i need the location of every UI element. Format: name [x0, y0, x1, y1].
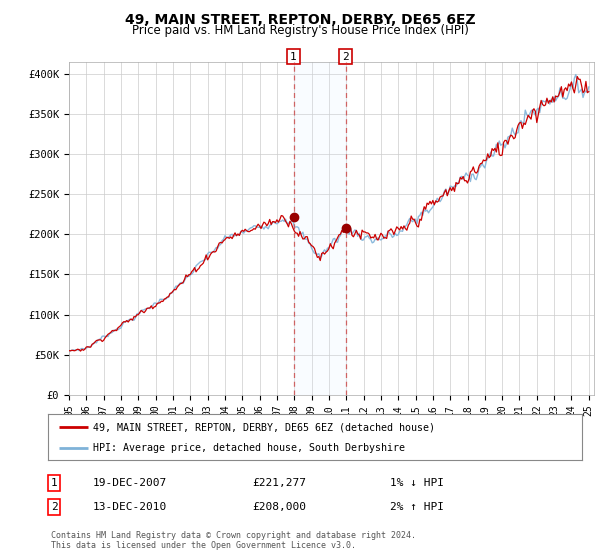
Text: 49, MAIN STREET, REPTON, DERBY, DE65 6EZ (detached house): 49, MAIN STREET, REPTON, DERBY, DE65 6EZ…: [94, 422, 436, 432]
Text: 2: 2: [342, 52, 349, 62]
Text: £208,000: £208,000: [252, 502, 306, 512]
Text: 13-DEC-2010: 13-DEC-2010: [93, 502, 167, 512]
Text: 2% ↑ HPI: 2% ↑ HPI: [390, 502, 444, 512]
Text: Contains HM Land Registry data © Crown copyright and database right 2024.
This d: Contains HM Land Registry data © Crown c…: [51, 531, 416, 550]
Text: Price paid vs. HM Land Registry's House Price Index (HPI): Price paid vs. HM Land Registry's House …: [131, 24, 469, 37]
Bar: [293, 62, 346, 395]
Text: 2: 2: [50, 502, 58, 512]
Text: HPI: Average price, detached house, South Derbyshire: HPI: Average price, detached house, Sout…: [94, 443, 406, 453]
Text: 19-DEC-2007: 19-DEC-2007: [93, 478, 167, 488]
Text: 1: 1: [50, 478, 58, 488]
Text: 1% ↓ HPI: 1% ↓ HPI: [390, 478, 444, 488]
Text: 1: 1: [290, 52, 297, 62]
Text: £221,277: £221,277: [252, 478, 306, 488]
Text: 49, MAIN STREET, REPTON, DERBY, DE65 6EZ: 49, MAIN STREET, REPTON, DERBY, DE65 6EZ: [125, 13, 475, 27]
